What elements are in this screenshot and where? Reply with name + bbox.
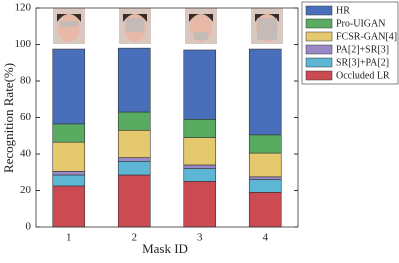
bar-segment (52, 171, 86, 176)
y-tick-label: 80 (20, 75, 32, 87)
bar-segment (52, 174, 86, 187)
y-tick-label: 20 (20, 184, 32, 196)
face-thumbnails (53, 8, 283, 44)
bar-segment (52, 48, 86, 125)
bar-segment (183, 49, 217, 120)
x-tick-label: 4 (263, 232, 269, 244)
y-tick-label: 0 (26, 221, 32, 233)
legend-label: Occluded LR (336, 70, 390, 81)
bar-segment (248, 134, 282, 154)
bar-segment (52, 185, 86, 228)
y-tick-label: 100 (15, 38, 32, 50)
bar-segment (183, 181, 217, 228)
legend-label: PA[2]+SR[3] (336, 44, 389, 55)
plot-frame (35, 7, 299, 228)
x-tick-label: 1 (66, 232, 72, 244)
legend-swatch (305, 70, 333, 81)
legend-label: SR[3]+PA[2] (336, 57, 389, 68)
bar-segment (248, 48, 282, 136)
legend-swatch (305, 57, 333, 68)
legend-box (301, 1, 399, 85)
bar-segment (183, 168, 217, 182)
x-tick-label: 3 (197, 232, 203, 244)
y-tick-label: 60 (20, 111, 32, 123)
y-tick-label: 40 (20, 148, 32, 160)
bar-segment (52, 123, 86, 143)
legend-label: Pro-UIGAN (336, 18, 385, 29)
bar-segment (117, 161, 151, 176)
bar-segment (183, 164, 217, 169)
bar-segment (248, 152, 282, 178)
bar-segment (117, 111, 151, 131)
bar-segment (117, 129, 151, 158)
bar-segment (117, 47, 151, 113)
bar-segment (248, 176, 282, 180)
legend-label: FCSR-GAN[4] (336, 31, 397, 42)
bar-segment (52, 141, 86, 172)
legend-swatch (305, 44, 333, 55)
x-tick-label: 2 (132, 232, 138, 244)
bar-segment (248, 179, 282, 193)
y-tick-label: 120 (15, 2, 32, 14)
x-axis-label: Mask ID (142, 241, 188, 256)
bar-segment (183, 137, 217, 166)
legend-label: HR (336, 5, 350, 16)
bar-segment (117, 174, 151, 228)
y-axis-label: Recognition Rate(%) (1, 63, 16, 173)
legend-swatch (305, 18, 333, 29)
bar-segment (117, 157, 151, 162)
legend-swatch (305, 5, 333, 16)
bar-segment (248, 192, 282, 228)
bar-segment (183, 119, 217, 138)
legend-swatch (305, 31, 333, 42)
